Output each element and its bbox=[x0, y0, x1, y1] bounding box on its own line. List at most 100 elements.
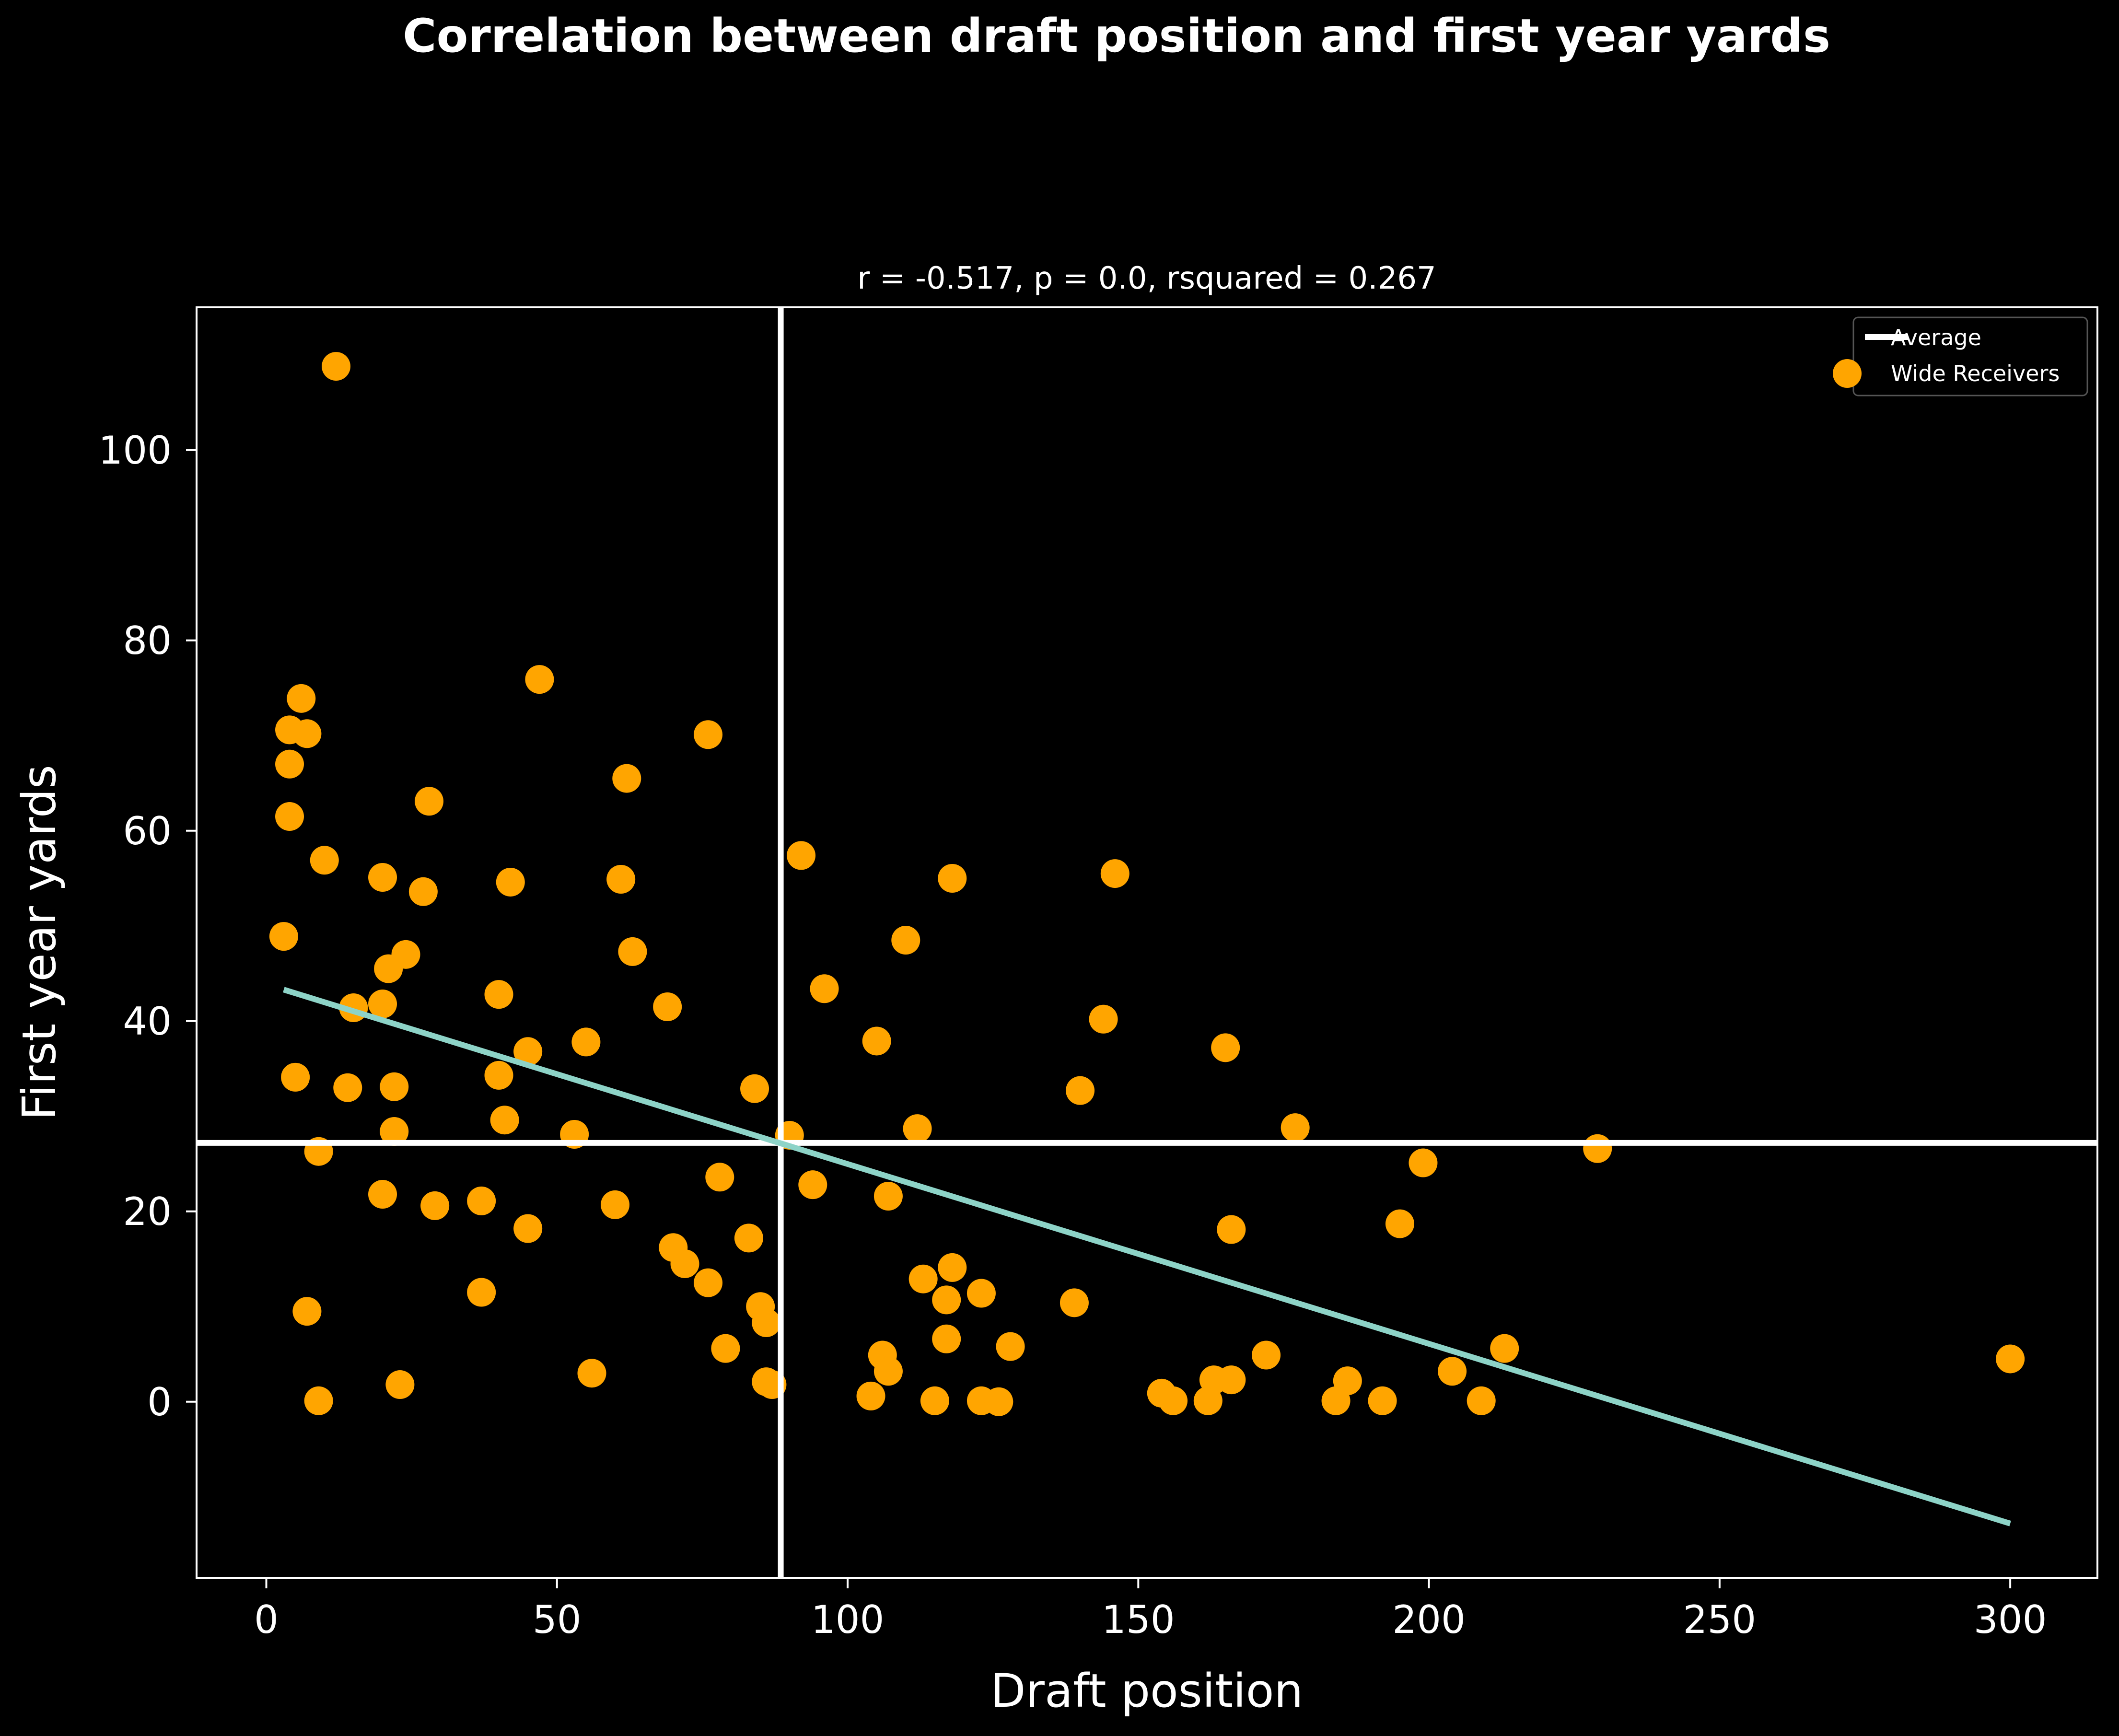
data-point bbox=[798, 1170, 827, 1200]
data-point bbox=[1467, 1386, 1496, 1415]
data-point bbox=[653, 992, 682, 1021]
data-point bbox=[513, 1214, 543, 1243]
data-point bbox=[420, 1191, 450, 1220]
data-point bbox=[670, 1249, 699, 1278]
legend-average-label: Average bbox=[1891, 325, 1981, 350]
data-point bbox=[1583, 1134, 1612, 1163]
x-tick-label: 150 bbox=[1102, 1597, 1175, 1642]
data-point bbox=[984, 1387, 1013, 1416]
lines bbox=[197, 307, 2097, 1578]
chart-title: Correlation between draft position and f… bbox=[403, 9, 1830, 63]
data-point bbox=[618, 937, 647, 966]
data-point bbox=[571, 1027, 601, 1057]
data-point bbox=[938, 864, 967, 893]
data-point bbox=[415, 787, 444, 816]
x-tick-label: 200 bbox=[1392, 1597, 1466, 1642]
data-point bbox=[333, 1073, 362, 1102]
data-point bbox=[1089, 1004, 1118, 1034]
data-point bbox=[920, 1386, 949, 1415]
data-point bbox=[1438, 1357, 1467, 1386]
x-tick-label: 50 bbox=[533, 1597, 582, 1642]
data-point bbox=[1385, 1209, 1414, 1238]
x-tick-label: 300 bbox=[1974, 1597, 2047, 1642]
y-tick-label: 0 bbox=[147, 1380, 172, 1424]
data-point bbox=[752, 1308, 781, 1338]
data-point bbox=[711, 1334, 740, 1363]
data-point bbox=[908, 1264, 938, 1293]
data-point bbox=[787, 841, 816, 870]
data-point bbox=[938, 1253, 967, 1282]
data-point bbox=[275, 749, 304, 779]
data-point bbox=[269, 922, 298, 951]
y-tick-label: 100 bbox=[98, 428, 172, 473]
x-axis: 0 50 100 150 200 250 300 bbox=[254, 1578, 2047, 1642]
y-tick-label: 40 bbox=[123, 999, 172, 1044]
data-point bbox=[467, 1186, 496, 1215]
data-point bbox=[810, 974, 839, 1003]
data-point bbox=[1066, 1076, 1095, 1105]
regression-line bbox=[283, 987, 2011, 1526]
data-point bbox=[368, 990, 397, 1019]
data-point bbox=[734, 1223, 763, 1253]
data-point bbox=[304, 1386, 333, 1415]
data-point bbox=[467, 1278, 496, 1307]
legend: Average Wide Receivers bbox=[1833, 316, 2088, 396]
data-point bbox=[292, 1297, 322, 1326]
data-point bbox=[873, 1357, 903, 1386]
data-point bbox=[525, 665, 554, 694]
data-point bbox=[380, 1117, 409, 1146]
data-point bbox=[1217, 1365, 1246, 1395]
data-point bbox=[1217, 1215, 1246, 1244]
data-point bbox=[1060, 1288, 1089, 1317]
data-point bbox=[1368, 1386, 1397, 1415]
data-point bbox=[996, 1332, 1025, 1361]
data-point bbox=[310, 846, 339, 875]
y-tick-label: 60 bbox=[123, 809, 172, 853]
data-point bbox=[873, 1182, 903, 1211]
data-point bbox=[903, 1114, 932, 1143]
data-point bbox=[606, 864, 636, 894]
y-axis: 0 20 40 60 80 100 bbox=[98, 428, 197, 1424]
data-point bbox=[1159, 1386, 1188, 1415]
data-point bbox=[292, 719, 322, 748]
data-point bbox=[484, 1060, 513, 1090]
data-point bbox=[862, 1026, 891, 1056]
data-point bbox=[484, 980, 513, 1009]
plot-frame bbox=[196, 306, 2098, 1579]
data-point bbox=[391, 940, 420, 969]
data-point bbox=[932, 1324, 961, 1353]
scatter-points bbox=[269, 352, 2025, 1416]
data-point bbox=[513, 1037, 543, 1066]
data-point bbox=[1409, 1148, 1438, 1177]
data-point bbox=[601, 1190, 630, 1219]
y-tick-label: 80 bbox=[123, 618, 172, 663]
x-tick-label: 100 bbox=[811, 1597, 885, 1642]
data-point bbox=[368, 863, 397, 892]
data-point bbox=[1211, 1033, 1240, 1062]
data-point bbox=[577, 1359, 606, 1388]
data-point bbox=[740, 1074, 769, 1103]
data-point bbox=[1100, 859, 1129, 888]
legend-wide-receivers-label: Wide Receivers bbox=[1891, 361, 2060, 386]
x-axis-label: Draft position bbox=[990, 1664, 1304, 1718]
data-point bbox=[966, 1279, 996, 1308]
chart-subtitle: r = -0.517, p = 0.0, rsquared = 0.267 bbox=[857, 261, 1436, 296]
data-point bbox=[705, 1163, 734, 1192]
data-point bbox=[1996, 1344, 2025, 1374]
data-point bbox=[694, 1268, 723, 1297]
data-point bbox=[1333, 1366, 1362, 1396]
data-point bbox=[281, 1062, 310, 1092]
data-point bbox=[496, 867, 525, 897]
data-point bbox=[1490, 1334, 1519, 1363]
data-point bbox=[612, 764, 641, 793]
y-tick-label: 20 bbox=[123, 1189, 172, 1234]
data-point bbox=[287, 684, 316, 713]
data-point bbox=[694, 720, 723, 749]
data-point bbox=[380, 1072, 409, 1101]
data-point bbox=[932, 1285, 961, 1315]
data-point bbox=[856, 1381, 885, 1410]
x-tick-label: 0 bbox=[254, 1597, 279, 1642]
x-tick-label: 250 bbox=[1683, 1597, 1756, 1642]
data-point bbox=[408, 877, 438, 906]
